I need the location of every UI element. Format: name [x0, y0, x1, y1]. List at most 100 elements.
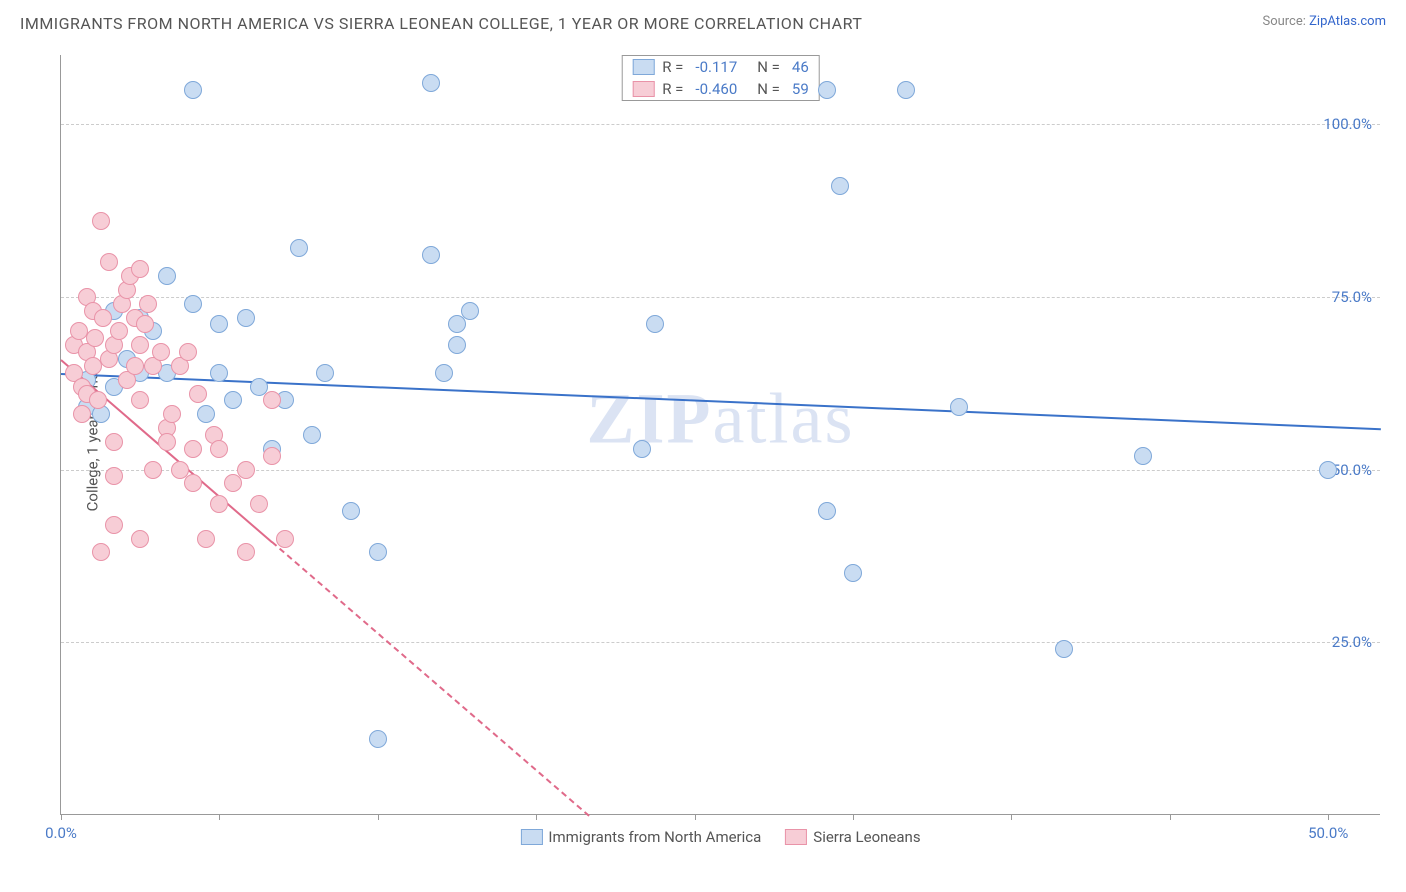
data-point	[197, 405, 215, 423]
data-point	[179, 343, 197, 361]
gridline-h	[61, 470, 1380, 471]
data-point	[316, 364, 334, 382]
data-point	[250, 495, 268, 513]
data-point	[369, 543, 387, 561]
data-point	[461, 302, 479, 320]
data-point	[126, 357, 144, 375]
data-point	[139, 295, 157, 313]
data-point	[422, 74, 440, 92]
data-point	[237, 461, 255, 479]
data-point	[435, 364, 453, 382]
data-point	[89, 391, 107, 409]
data-point	[633, 440, 651, 458]
data-point	[1319, 461, 1337, 479]
legend-swatch	[520, 829, 542, 845]
x-tick-label: 50.0%	[1308, 824, 1348, 842]
data-point	[131, 530, 149, 548]
legend-stat-row: R = -0.460 N = 59	[622, 78, 819, 100]
x-tick	[219, 814, 220, 820]
stat-n-label: N =	[757, 80, 780, 98]
data-point	[342, 502, 360, 520]
data-point	[158, 433, 176, 451]
data-point	[1134, 447, 1152, 465]
data-point	[105, 516, 123, 534]
data-point	[152, 343, 170, 361]
stat-r-value: -0.460	[695, 80, 737, 98]
data-point	[73, 405, 91, 423]
data-point	[263, 447, 281, 465]
chart-title: IMMIGRANTS FROM NORTH AMERICA VS SIERRA …	[20, 14, 862, 33]
legend-bottom: Immigrants from North America Sierra Leon…	[520, 828, 920, 846]
legend-label: Sierra Leoneans	[813, 828, 920, 846]
x-tick	[1170, 814, 1171, 820]
x-tick	[695, 814, 696, 820]
data-point	[276, 530, 294, 548]
data-point	[448, 315, 466, 333]
legend-item: Immigrants from North America	[520, 828, 761, 846]
data-point	[818, 502, 836, 520]
x-tick-label: 0.0%	[45, 824, 77, 842]
data-point	[105, 433, 123, 451]
y-tick-label: 50.0%	[1332, 461, 1372, 479]
data-point	[144, 461, 162, 479]
y-tick-label: 100.0%	[1323, 115, 1372, 133]
data-point	[224, 391, 242, 409]
legend-stat-row: R = -0.117 N = 46	[622, 56, 819, 78]
data-point	[184, 295, 202, 313]
legend-stats: R = -0.117 N = 46 R = -0.460 N = 59	[621, 55, 820, 101]
trend-line	[272, 542, 590, 817]
data-point	[86, 329, 104, 347]
x-tick	[536, 814, 537, 820]
data-point	[94, 309, 112, 327]
stat-r-label: R =	[662, 58, 683, 76]
data-point	[1055, 640, 1073, 658]
data-point	[237, 309, 255, 327]
stat-n-value: 59	[792, 80, 809, 98]
plot-area: College, 1 year or more ZIPatlas R =-0.1…	[60, 55, 1380, 815]
stat-n-value: 46	[792, 58, 809, 76]
data-point	[110, 322, 128, 340]
data-point	[224, 474, 242, 492]
data-point	[100, 253, 118, 271]
x-tick	[853, 814, 854, 820]
data-point	[290, 239, 308, 257]
data-point	[897, 81, 915, 99]
data-point	[189, 385, 207, 403]
stat-n-label: N =	[757, 58, 780, 76]
data-point	[158, 267, 176, 285]
data-point	[163, 405, 181, 423]
data-point	[422, 246, 440, 264]
data-point	[303, 426, 321, 444]
data-point	[646, 315, 664, 333]
data-point	[197, 530, 215, 548]
data-point	[131, 260, 149, 278]
data-point	[184, 81, 202, 99]
data-point	[210, 364, 228, 382]
y-tick-label: 25.0%	[1332, 633, 1372, 651]
data-point	[136, 315, 154, 333]
x-tick	[1011, 814, 1012, 820]
data-point	[92, 212, 110, 230]
data-point	[210, 315, 228, 333]
data-point	[369, 730, 387, 748]
legend-label: Immigrants from North America	[548, 828, 761, 846]
legend-swatch	[632, 81, 654, 97]
stat-r-label: R =	[662, 80, 683, 98]
watermark-light: atlas	[713, 379, 855, 459]
source-link[interactable]: ZipAtlas.com	[1309, 14, 1386, 29]
y-tick-label: 75.0%	[1332, 288, 1372, 306]
data-point	[448, 336, 466, 354]
source-attribution: Source: ZipAtlas.com	[1262, 14, 1386, 29]
stat-r-value: -0.117	[695, 58, 737, 76]
gridline-h	[61, 642, 1380, 643]
data-point	[184, 474, 202, 492]
source-prefix: Source:	[1262, 14, 1309, 29]
data-point	[818, 81, 836, 99]
watermark: ZIPatlas	[587, 378, 855, 461]
gridline-h	[61, 297, 1380, 298]
data-point	[210, 440, 228, 458]
data-point	[844, 564, 862, 582]
gridline-h	[61, 124, 1380, 125]
data-point	[131, 391, 149, 409]
data-point	[131, 336, 149, 354]
